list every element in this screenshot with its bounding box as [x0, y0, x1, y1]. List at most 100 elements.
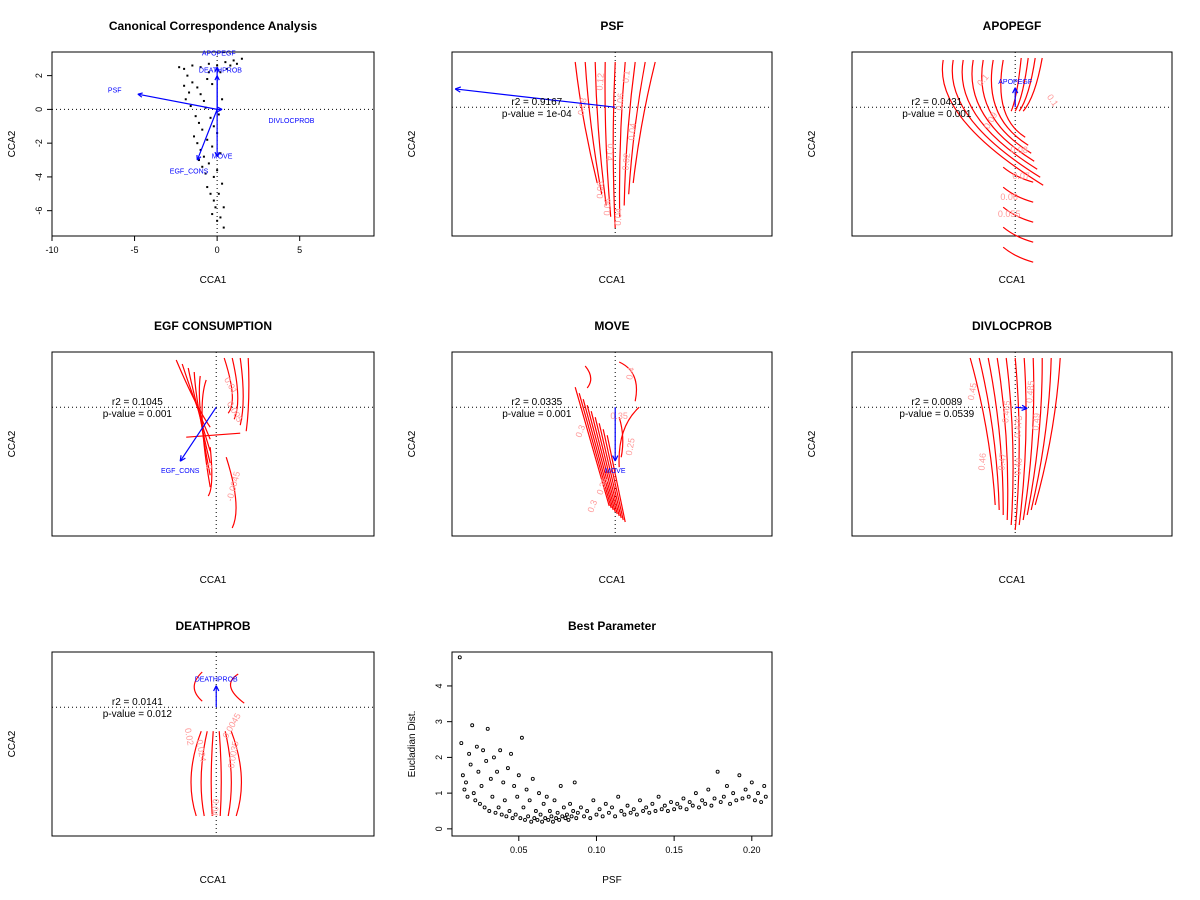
vector-arrowhead [612, 455, 619, 462]
contour-line [1002, 186, 1034, 203]
contour-label: 0.08 [1010, 145, 1028, 155]
data-point [459, 741, 464, 746]
y-tick-label: 0 [34, 107, 44, 112]
data-point [240, 57, 243, 60]
data-point [183, 84, 186, 87]
vector-arrowhead [217, 106, 223, 113]
vector-label: PSF [108, 88, 122, 95]
x-axis-label: CCA1 [599, 275, 626, 286]
data-point [728, 801, 733, 806]
plot-frame [51, 51, 375, 237]
vector-arrowhead [454, 86, 462, 93]
data-point [505, 766, 510, 771]
contour-line [218, 731, 222, 817]
y-axis-label: CCA2 [407, 430, 418, 457]
contour-label: 0.35 [610, 411, 628, 421]
contour-label: 0.08 [576, 97, 589, 116]
p-value: p-value = 0.001 [902, 109, 972, 120]
x-axis-label: PSF [602, 875, 621, 886]
data-point [647, 810, 652, 815]
contour-line [1005, 357, 1014, 526]
contour-label: 0.49 [1030, 413, 1041, 431]
panel-cca: Canonical Correspondence Analysis CCA1 CCA… [7, 19, 375, 286]
data-point [211, 145, 214, 148]
data-point [756, 791, 760, 796]
data-point [189, 105, 192, 108]
data-point [712, 796, 717, 801]
data-point [465, 794, 470, 799]
data-point [543, 816, 548, 821]
data-point [700, 798, 705, 803]
y-tick-label: 3 [434, 719, 444, 724]
data-point [201, 128, 204, 131]
data-point [212, 175, 215, 178]
data-point [530, 776, 535, 781]
panel-title: PSF [600, 19, 623, 33]
panel-best: Best Parameter PSF Eucladian Dist. 0.05 0.10… [407, 619, 773, 886]
data-point [507, 809, 512, 813]
data-point [216, 169, 219, 172]
contour-line [1034, 357, 1061, 506]
data-point [482, 805, 487, 810]
data-point [743, 787, 748, 792]
data-point [464, 780, 468, 785]
data-point [222, 226, 225, 229]
data-point [540, 819, 545, 824]
data-point [631, 807, 636, 812]
contour-label: 0.04 [613, 208, 624, 226]
data-point [551, 819, 555, 824]
data-point [535, 817, 540, 822]
data-point [496, 805, 501, 810]
data-point [201, 165, 204, 168]
contour-line [618, 61, 626, 217]
contour-label: 0.1 [975, 72, 991, 88]
vector-label: MOVE [212, 153, 233, 160]
data-point [571, 809, 576, 813]
data-point [619, 809, 624, 813]
contour-line [574, 61, 598, 184]
contour-line [618, 406, 640, 468]
vector [1015, 406, 1028, 409]
data-point [207, 162, 210, 165]
panel-egf: EGF CONSUMPTION CCA1 CCA2 0.01 0.005 0 -0.0045… [7, 319, 375, 586]
contour-line [1030, 357, 1052, 511]
y-axis-label: CCA2 [807, 430, 818, 457]
vector [179, 406, 217, 462]
x-tick-label: 0 [215, 245, 220, 255]
data-point [202, 99, 205, 102]
contour-label: 0.35 [595, 476, 610, 496]
data-point [538, 812, 543, 817]
data-point [509, 751, 513, 756]
data-point [217, 113, 220, 116]
contour-line [951, 59, 1041, 178]
data-point [513, 812, 518, 817]
data-point [184, 98, 187, 101]
data-point [721, 794, 726, 799]
contour-line [231, 357, 239, 420]
data-point [211, 213, 214, 216]
data-point [703, 801, 708, 806]
r2-value: r2 = 0.0335 [511, 397, 562, 408]
panel-title: MOVE [594, 319, 629, 333]
contour-line [941, 59, 1044, 186]
data-point [697, 805, 701, 810]
x-tick-label: 0.20 [743, 845, 761, 855]
data-point [725, 784, 729, 788]
data-point [199, 93, 202, 96]
data-point [575, 810, 580, 815]
data-point [216, 64, 219, 67]
data-point [665, 809, 670, 813]
r2-value: r2 = 0.9167 [511, 97, 562, 108]
data-point [625, 803, 630, 808]
x-axis-label: CCA1 [200, 575, 227, 586]
data-point [526, 814, 531, 819]
data-point [650, 801, 655, 806]
panel-title: Canonical Correspondence Analysis [109, 19, 318, 33]
data-point [594, 812, 599, 817]
contour-line [230, 730, 243, 817]
y-tick-label: 2 [434, 755, 444, 760]
data-point [641, 809, 646, 813]
contour-line [961, 59, 1038, 170]
x-axis-label: CCA1 [999, 275, 1026, 286]
data-point [574, 816, 579, 821]
